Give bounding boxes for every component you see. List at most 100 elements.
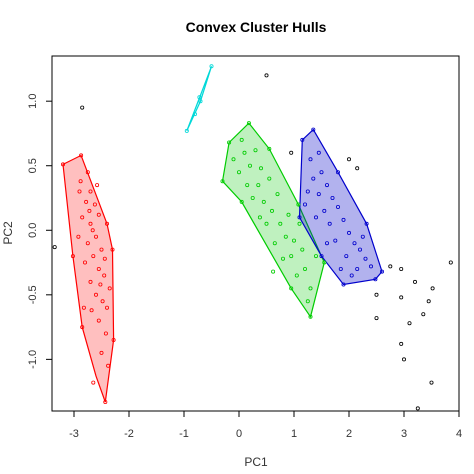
cluster-4-point — [305, 189, 310, 194]
cluster-4-point — [349, 273, 354, 278]
cluster-1-point — [78, 179, 83, 184]
cluster-1-point — [88, 221, 93, 226]
noise-point — [374, 316, 379, 321]
cluster-1-point — [79, 153, 84, 158]
cluster-4-point — [327, 221, 332, 226]
cluster-3-point — [271, 269, 276, 274]
x-tick-label: -3 — [69, 428, 79, 440]
cluster-4-point — [319, 254, 324, 259]
noise-point — [401, 357, 406, 362]
cluster-1-point — [83, 260, 88, 265]
cluster-3-point — [291, 238, 296, 243]
cluster-3-point — [220, 179, 225, 184]
cluster-3-point — [245, 183, 250, 188]
data-points — [52, 64, 453, 411]
cluster-3-point — [257, 215, 262, 220]
cluster-3-point — [302, 266, 307, 271]
cluster-1-point — [96, 266, 101, 271]
cluster-4-point — [322, 208, 327, 213]
cluster-1-point — [76, 234, 81, 239]
cluster-4-point — [346, 230, 351, 235]
cluster-4-point — [297, 215, 302, 220]
cluster-3-point — [258, 166, 263, 171]
cluster-1-point — [70, 254, 75, 259]
noise-point — [264, 73, 269, 78]
plot-frame — [51, 55, 460, 412]
noise-point — [355, 166, 360, 171]
noise-point — [289, 150, 294, 155]
cluster-4-point — [360, 234, 365, 239]
cluster-1-point — [80, 215, 85, 220]
cluster-1-point — [96, 212, 101, 217]
cluster-2-point — [198, 99, 203, 104]
cluster-3-point — [322, 260, 327, 265]
noise-point — [52, 245, 57, 250]
x-tick-label: 4 — [456, 428, 462, 440]
cluster-1-point — [98, 282, 103, 287]
cluster-3-point — [246, 121, 251, 126]
cluster-3-point — [296, 202, 301, 207]
cluster-3-point — [278, 221, 283, 226]
cluster-1-point — [81, 305, 86, 310]
cluster-4-point — [300, 137, 305, 142]
cluster-4-point — [338, 266, 343, 271]
cluster-1-point — [94, 292, 99, 297]
cluster-4-point — [330, 195, 335, 200]
cluster-3-point — [264, 221, 269, 226]
cluster-hulls — [62, 66, 383, 403]
noise-point — [421, 312, 426, 317]
noise-point — [374, 292, 379, 297]
cluster-4-point — [313, 215, 318, 220]
x-tick-label: -1 — [179, 428, 189, 440]
y-tick-label: -1.0 — [27, 350, 39, 369]
y-axis-label: PC2 — [1, 221, 15, 245]
noise-point — [429, 380, 434, 385]
cluster-1-point — [87, 208, 92, 213]
cluster-1-point — [80, 325, 85, 330]
cluster-4-hull — [298, 128, 383, 286]
cluster-3-point — [250, 195, 255, 200]
cluster-3-hull — [221, 122, 325, 319]
cluster-1-point — [103, 399, 108, 404]
cluster-3-point — [256, 183, 261, 188]
cluster-4-point — [319, 170, 324, 175]
cluster-1-point — [92, 202, 97, 207]
cluster-1-point — [107, 286, 112, 291]
cluster-3-point — [272, 241, 277, 246]
cluster-1-point — [88, 189, 93, 194]
cluster-4-point — [352, 241, 357, 246]
cluster-3-point — [261, 199, 266, 204]
cluster-4-point — [363, 256, 368, 261]
chart-title: Convex Cluster Hulls — [186, 19, 327, 35]
cluster-4-point — [357, 247, 362, 252]
cluster-3-point — [269, 208, 274, 213]
cluster-4-point — [324, 183, 329, 188]
y-tick-label: 0.0 — [27, 223, 39, 238]
cluster-1-point — [105, 305, 110, 310]
cluster-4-point — [316, 150, 321, 155]
cluster-1-point — [95, 183, 100, 188]
cluster-3-point — [289, 254, 294, 259]
cluster-1-point — [99, 247, 104, 252]
cluster-3-point — [308, 286, 313, 291]
cluster-1-point — [77, 189, 82, 194]
cluster-3-point — [300, 247, 305, 252]
cluster-1-point — [91, 380, 96, 385]
y-tick-label: 0.5 — [27, 158, 39, 173]
cluster-4-point — [324, 241, 329, 246]
cluster-1-point — [105, 221, 110, 226]
cluster-1-point — [106, 363, 111, 368]
cluster-3-point — [227, 140, 232, 145]
cluster-1-point — [99, 350, 104, 355]
x-tick-label: 1 — [291, 428, 297, 440]
cluster-1-point — [88, 279, 93, 284]
x-axis: -3 -2 -1 0 1 2 3 4 — [69, 411, 462, 440]
cluster-2-point — [192, 112, 197, 117]
noise-point — [430, 286, 435, 291]
noise-point — [399, 341, 404, 346]
cluster-2-point — [197, 95, 202, 100]
cluster-4-point — [341, 282, 346, 287]
cluster-1-point — [94, 234, 99, 239]
cluster-4-point — [341, 217, 346, 222]
cluster-3-point — [239, 137, 244, 142]
